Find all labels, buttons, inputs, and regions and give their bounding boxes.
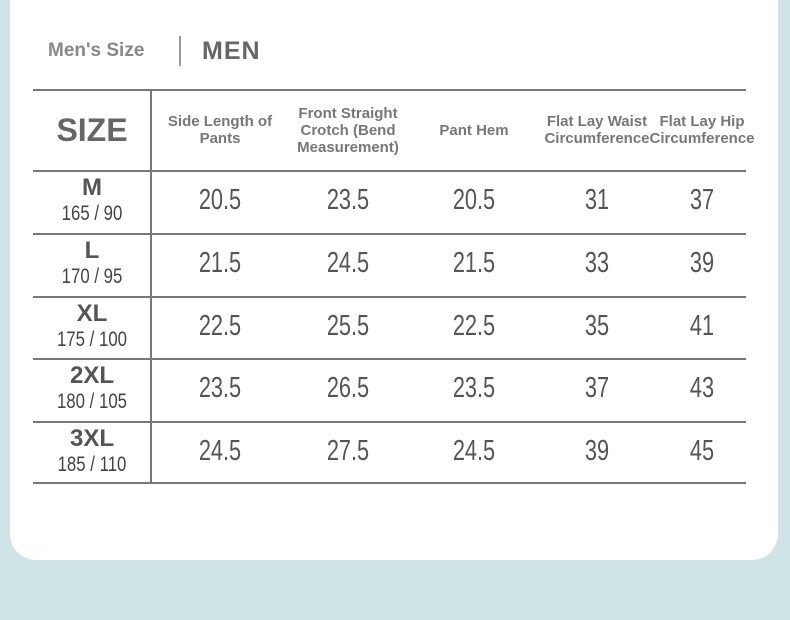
header-separator	[179, 36, 181, 66]
table-rule	[33, 233, 746, 235]
size-name: XL	[76, 300, 108, 327]
size-header: SIZE	[56, 111, 128, 148]
measurement: 21.5	[198, 247, 242, 279]
body-size: 175 / 100	[56, 328, 128, 351]
column-header: Front Straight Crotch (Bend Measurement)	[297, 104, 399, 156]
measurement: 37	[584, 372, 610, 404]
size-name: M	[82, 174, 102, 201]
measurement: 41	[689, 310, 715, 342]
measurement: 33	[584, 247, 610, 279]
size-name: 3XL	[69, 425, 114, 452]
measurement: 22.5	[452, 310, 496, 342]
column-divider	[150, 89, 152, 483]
measurement: 24.5	[198, 435, 242, 467]
measurement: 31	[584, 184, 610, 216]
header-label: Men's Size	[48, 40, 145, 61]
column-header: Side Length of Pants	[167, 113, 273, 147]
measurement: 27.5	[326, 435, 370, 467]
column-header: Flat Lay Waist Circumference	[544, 113, 650, 147]
body-size: 165 / 90	[61, 202, 123, 225]
table-rule	[33, 358, 746, 360]
measurement: 24.5	[326, 247, 370, 279]
body-size: 170 / 95	[61, 265, 123, 288]
measurement: 23.5	[452, 372, 496, 404]
card	[10, 0, 778, 560]
size-name: 2XL	[69, 362, 114, 389]
table-rule	[33, 89, 746, 91]
measurement: 43	[689, 372, 715, 404]
measurement: 45	[689, 435, 715, 467]
measurement: 37	[689, 184, 715, 216]
body-size: 180 / 105	[56, 390, 128, 413]
table-rule	[33, 482, 746, 484]
measurement: 35	[584, 310, 610, 342]
measurement: 21.5	[452, 247, 496, 279]
header-title: MEN	[202, 37, 261, 65]
measurement: 20.5	[198, 184, 242, 216]
measurement: 26.5	[326, 372, 370, 404]
measurement: 23.5	[198, 372, 242, 404]
measurement: 22.5	[198, 310, 242, 342]
measurement: 25.5	[326, 310, 370, 342]
table-rule	[33, 296, 746, 298]
measurement: 23.5	[326, 184, 370, 216]
column-header: Pant Hem	[439, 121, 509, 139]
body-size: 185 / 110	[57, 453, 127, 476]
measurement: 39	[584, 435, 610, 467]
column-header: Flat Lay Hip Circumference	[649, 113, 755, 147]
measurement: 24.5	[452, 435, 496, 467]
table-rule	[33, 421, 746, 423]
measurement: 20.5	[452, 184, 496, 216]
measurement: 39	[689, 247, 715, 279]
table-rule	[33, 170, 746, 172]
size-name: L	[84, 237, 100, 264]
